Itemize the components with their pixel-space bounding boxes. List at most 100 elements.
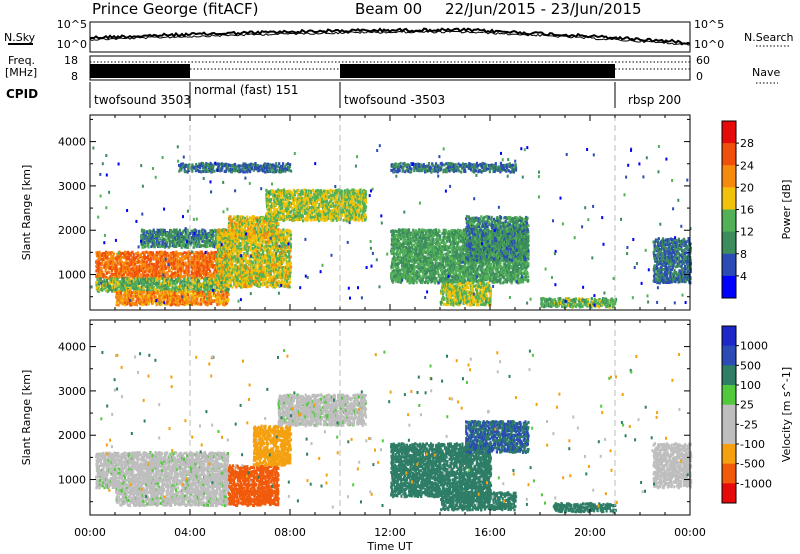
data-cells [90,144,692,309]
data-cell [159,254,162,258]
data-cell [225,276,228,280]
data-cell [261,224,264,228]
data-cell [159,292,162,296]
data-cell [182,266,185,270]
data-cell [271,232,274,236]
data-cell [217,276,220,280]
data-cell [207,267,211,271]
data-cell [191,232,194,235]
data-cell [236,246,240,250]
data-cell [151,280,154,284]
data-cell [279,229,282,233]
data-cell [168,277,171,281]
data-cell [140,252,143,256]
data-cell [192,287,195,291]
data-cell [141,270,144,274]
data-cell [303,204,306,207]
data-cell [104,250,108,254]
data-cell [258,240,261,244]
data-cell [166,302,169,306]
data-cell [246,245,249,249]
data-cell [164,283,167,287]
data-cell [289,263,292,267]
data-cell [150,281,153,284]
data-cell [312,199,315,203]
data-cell [249,259,252,263]
data-cell [171,296,175,300]
data-cell [183,277,186,281]
data-cell [161,266,164,270]
data-cell [252,249,255,253]
data-cell [287,255,290,259]
data-cell [192,257,195,261]
data-cell [259,243,262,247]
data-cell [151,275,154,279]
data-cell [241,222,244,226]
data-cell [115,264,118,268]
data-cell [262,239,265,243]
data-cell [235,244,239,248]
data-cell [281,275,284,279]
data-cell [101,280,104,284]
data-cell [283,201,286,205]
data-cell [183,281,186,285]
data-cell [225,263,228,267]
data-cell [166,232,169,236]
data-cell [273,248,276,252]
data-cell [267,206,270,210]
data-cell [176,286,179,290]
data-cell [253,240,257,244]
data-cell [179,274,182,278]
data-cell [178,228,182,232]
data-cell [160,270,163,274]
data-cell [161,244,164,248]
data-cell [192,251,195,255]
data-cell [254,227,257,231]
data-cell [268,230,271,233]
data-cell [171,286,175,290]
data-cell [282,196,285,200]
data-cell [160,232,164,236]
data-cell [217,299,220,303]
data-cell [285,262,288,266]
data-cell [259,256,262,260]
data-cell [142,232,145,235]
data-cell [277,191,280,195]
data-cell [278,194,281,198]
data-cell [241,285,244,289]
data-cell [183,301,186,304]
data-cell [124,303,127,307]
data-cell [234,245,237,249]
data-cell [311,208,314,212]
data-cell [231,228,234,232]
data-cell [271,267,274,270]
data-cell [150,266,153,269]
data-cell [134,284,137,287]
data-cell [207,257,210,261]
data-cell [168,302,171,306]
data-cell [172,261,175,265]
data-cell [227,231,230,235]
data-cell [313,192,316,196]
data-cell [234,281,237,285]
data-cell [267,193,271,197]
data-cell [283,280,286,284]
data-cell [132,268,135,271]
data-cell [188,251,191,255]
data-cell [176,258,179,262]
data-cell [278,270,281,274]
data-cell [137,266,140,269]
data-cell [198,229,201,233]
nave-tick-bottom: 0 [696,70,703,83]
data-cell [193,254,196,258]
data-cell [163,288,166,291]
data-cell [197,289,200,293]
data-cell [193,262,196,266]
data-cell [264,253,267,257]
data-cell [183,257,186,261]
data-cell [200,290,203,294]
data-cell [266,197,269,201]
data-cell [276,246,279,250]
data-cell [221,271,224,275]
data-cell [131,256,134,260]
